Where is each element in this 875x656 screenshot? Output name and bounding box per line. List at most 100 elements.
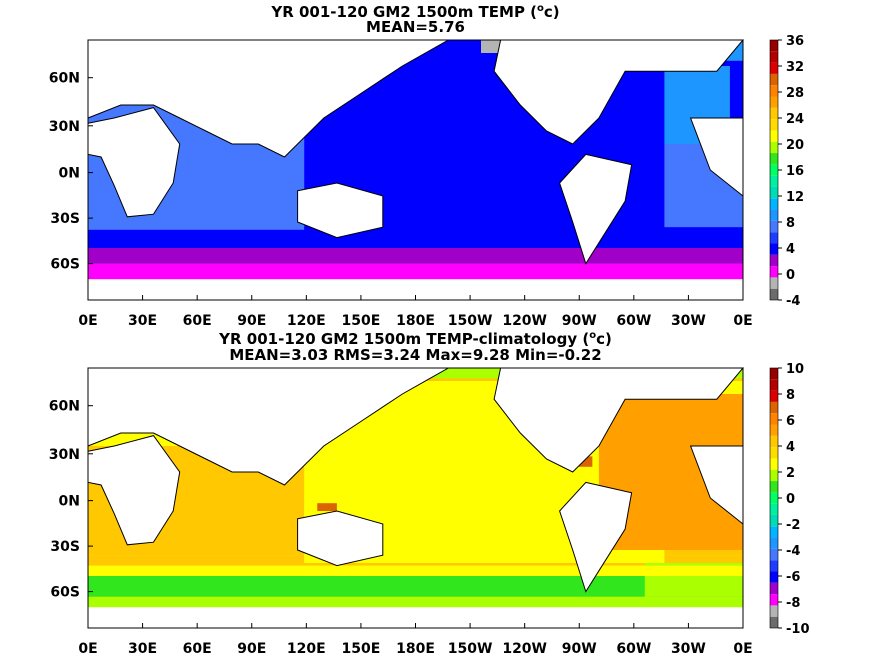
colorbar-swatch — [770, 153, 778, 165]
colorbar-swatch — [770, 390, 778, 402]
colorbar-swatch — [770, 548, 778, 561]
bottom-chart-subtitle: MEAN=3.03 RMS=3.24 Max=9.28 Min=-0.22 — [229, 346, 602, 364]
colorbar-tick-label: 4 — [786, 242, 795, 257]
colorbar-tick-label: -4 — [786, 294, 800, 309]
colorbar-tick-label: 20 — [786, 138, 804, 153]
x-tick-label: 60W — [616, 313, 651, 329]
colorbar-swatch — [770, 605, 778, 617]
colorbar-swatch — [770, 458, 778, 470]
antarctica — [88, 279, 743, 300]
x-tick-label: 60W — [616, 641, 651, 656]
colorbar-swatch — [770, 85, 778, 97]
bottom-chart-title: YR 001-120 GM2 1500m TEMP-climatology (o… — [219, 330, 612, 348]
colorbar-swatch — [770, 243, 778, 255]
y-tick-label: 30S — [50, 211, 80, 227]
top-chart-title: YR 001-120 GM2 1500m TEMP (oc) — [271, 3, 560, 21]
x-tick-label: 90E — [237, 641, 266, 656]
colorbar-swatch — [770, 277, 778, 289]
x-tick-label: 0E — [78, 641, 97, 656]
x-tick-label: 0E — [78, 313, 97, 329]
colorbar-swatch — [770, 62, 778, 74]
x-tick-label: 0E — [733, 641, 752, 656]
colorbar-swatch — [770, 141, 778, 154]
colorbar-tick-label: 2 — [786, 466, 795, 481]
colorbar-swatch — [770, 40, 778, 52]
colorbar-swatch — [770, 582, 778, 595]
colorbar-swatch — [770, 96, 778, 108]
x-tick-label: 120E — [287, 641, 326, 656]
land-mass — [297, 510, 384, 567]
land-mass — [559, 481, 633, 593]
land-mass — [87, 107, 181, 218]
y-tick-label: 0N — [59, 166, 80, 182]
y-tick-label: 60N — [49, 71, 80, 87]
colorbar-swatch — [770, 73, 778, 86]
colorbar-swatch — [770, 401, 778, 414]
x-tick-label: 60E — [183, 641, 212, 656]
colorbar-swatch — [770, 186, 778, 199]
colorbar-swatch — [770, 164, 778, 176]
y-tick-label: 0N — [59, 494, 80, 510]
colorbar-tick-label: 4 — [786, 440, 795, 455]
colorbar-swatch — [770, 435, 778, 448]
ocean-region — [317, 503, 337, 511]
land-mass — [493, 367, 745, 473]
x-tick-label: 90W — [562, 313, 597, 329]
colorbar-swatch — [770, 481, 778, 493]
colorbar-tick-label: 28 — [786, 86, 804, 101]
colorbar-swatch — [770, 232, 778, 244]
colorbar-swatch — [770, 220, 778, 233]
x-tick-label: 150W — [448, 641, 493, 656]
colorbar-swatch — [770, 571, 778, 583]
colorbar-swatch — [770, 254, 778, 267]
colorbar-swatch — [770, 368, 778, 380]
x-tick-label: 60E — [183, 313, 212, 329]
colorbar-tick-label: 0 — [786, 492, 795, 507]
x-tick-label: 30W — [671, 641, 706, 656]
y-tick-label: 60S — [50, 257, 80, 273]
colorbar-tick-label: 0 — [786, 268, 795, 283]
land-mass — [493, 39, 745, 145]
panel-bottom: 0E 30E 60E 90E 120E 150E 180E 150W 120W 90W 60W 30W… — [49, 362, 810, 656]
colorbar-swatch — [770, 469, 778, 482]
colorbar-swatch — [770, 413, 778, 425]
colorbar-tick-label: 10 — [786, 362, 804, 377]
colorbar-tick-label: -6 — [786, 570, 800, 585]
colorbar-swatch — [770, 492, 778, 504]
colorbar-swatch — [770, 537, 778, 549]
x-tick-label: 150W — [448, 313, 493, 329]
colorbar-swatch — [770, 288, 778, 300]
land-mass — [87, 435, 181, 546]
colorbar-tick-label: -8 — [786, 596, 800, 611]
x-tick-label: 0E — [733, 313, 752, 329]
colorbar-tick-label: 32 — [786, 60, 804, 75]
x-tick-label: 30E — [128, 313, 157, 329]
y-tick-label: 30N — [49, 447, 80, 463]
colorbar-tick-label: -10 — [786, 622, 810, 637]
colorbar-tick-label: 6 — [786, 414, 795, 429]
land-mass — [559, 153, 633, 265]
land-mass — [87, 367, 451, 486]
ocean-band — [88, 248, 743, 264]
antarctica — [88, 607, 743, 628]
colorbar-tick-label: 16 — [786, 164, 804, 179]
ocean-region — [88, 565, 743, 576]
colorbar-tick-label: 8 — [786, 216, 795, 231]
colorbar-tick-label: 12 — [786, 190, 804, 205]
y-tick-label: 60N — [49, 399, 80, 415]
colorbar-swatch — [770, 198, 778, 210]
land-mass — [297, 182, 384, 239]
x-tick-label: 150E — [342, 641, 381, 656]
land-mass — [87, 39, 451, 158]
colorbar-swatch — [770, 616, 778, 628]
colorbar-tick-label: 36 — [786, 34, 804, 49]
x-tick-label: 90E — [237, 313, 266, 329]
x-tick-label: 90W — [562, 641, 597, 656]
panel-top: 0E 30E 60E 90E 120E 150E 180E 150W 120W 90W 60W 30W… — [49, 34, 804, 329]
colorbar-swatch — [770, 424, 778, 436]
y-tick-label: 30N — [49, 119, 80, 135]
x-tick-label: 150E — [342, 313, 381, 329]
x-tick-label: 180E — [396, 641, 435, 656]
x-tick-label: 30E — [128, 641, 157, 656]
